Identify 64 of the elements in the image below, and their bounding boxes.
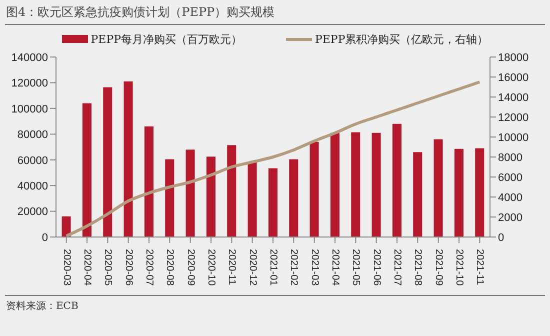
x-tick-label: 2020-11 [226, 249, 238, 286]
bar [124, 81, 133, 237]
bar [351, 132, 360, 237]
x-tick-label: 2020-10 [206, 249, 216, 286]
y2-tick-label: 18000 [498, 52, 529, 64]
x-tick-label: 2020-03 [60, 249, 72, 286]
x-tick-label: 2021-04 [330, 249, 340, 286]
legend-label: PEPP每月净购买（百万欧元） [90, 32, 242, 46]
y2-tick-label: 12000 [498, 112, 529, 124]
bar [206, 156, 216, 237]
x-tick-label: 2020-05 [102, 249, 114, 286]
y2-tick-label: 10000 [498, 132, 529, 144]
bar [144, 126, 154, 237]
y-tick-label: 120000 [11, 78, 48, 90]
x-tick-label: 2020-12 [246, 249, 258, 286]
bar [227, 145, 236, 237]
x-tick-label: 2021-09 [432, 249, 444, 286]
bar [434, 139, 443, 237]
x-tick-label: 2021-01 [268, 249, 278, 286]
bar [392, 124, 402, 237]
y-tick-label: 60000 [17, 154, 48, 167]
y2-tick-label: 0 [498, 232, 504, 244]
text: 资料来源：ECB [5, 300, 80, 314]
chart-title: 图4：欧元区紧急抗疫购债计划（PEPP）购买规模 [5, 4, 276, 21]
y2-tick-label: 6000 [498, 172, 522, 184]
line-series [64, 80, 482, 237]
bar [372, 132, 381, 237]
x-tick-label: 2021-11 [474, 249, 486, 286]
x-tick-label: 2021-07 [392, 249, 402, 286]
x-tick-label: 2021-06 [370, 249, 382, 286]
y2-tick-label: 8000 [498, 152, 522, 164]
y2-tick-label: 2000 [498, 212, 522, 224]
x-tick-label: 2021-02 [288, 249, 300, 286]
bar [186, 150, 195, 237]
y-tick-label: 80000 [17, 129, 48, 142]
bar [165, 159, 174, 237]
y-tick-label: 140000 [11, 52, 48, 64]
y2-tick-label: 14000 [498, 92, 529, 104]
x-tick-label: 2020-09 [184, 249, 196, 286]
bar [413, 152, 422, 237]
y-tick-label: 100000 [11, 103, 48, 116]
x-tick-label: 2021-08 [412, 249, 424, 286]
y-tick-label: 40000 [17, 180, 48, 192]
bar [475, 148, 484, 237]
legend-label: PEPP累积净购买（亿欧元，右轴） [315, 32, 488, 46]
bar [289, 159, 298, 237]
x-tick-label: 2021-05 [350, 249, 362, 286]
x-tick-label: 2020-06 [122, 249, 134, 286]
bar [103, 87, 112, 237]
x-tick-label: 2021-10 [454, 249, 464, 286]
bar [82, 103, 92, 237]
bar [330, 132, 340, 237]
bar [310, 142, 319, 237]
bar [248, 162, 257, 237]
y-tick-label: 0 [42, 232, 48, 244]
bar [454, 148, 464, 237]
x-tick-label: 2021-03 [308, 249, 320, 286]
y2-tick-label: 16000 [498, 72, 529, 84]
y2-tick-label: 4000 [498, 192, 522, 204]
x-tick-label: 2020-07 [144, 249, 154, 286]
y-tick-label: 20000 [17, 206, 48, 218]
x-tick-label: 2020-08 [164, 249, 176, 286]
bar [268, 168, 278, 237]
x-tick-label: 2020-04 [82, 249, 92, 286]
